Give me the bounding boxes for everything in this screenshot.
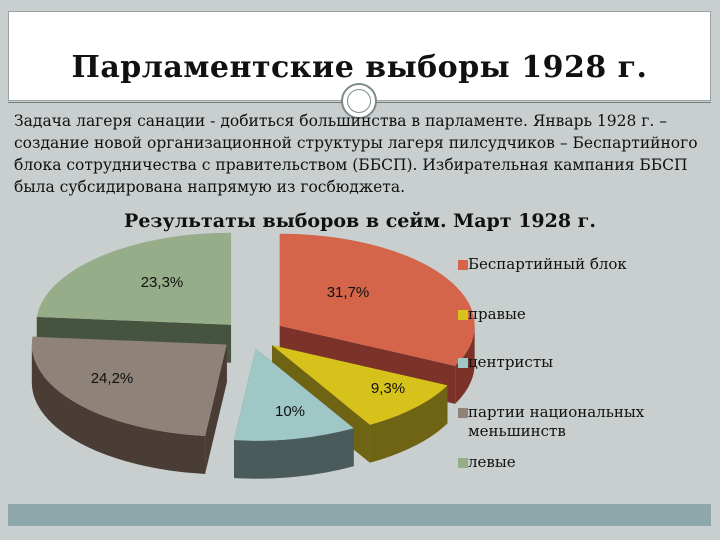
slice-2-outer-wall-0 <box>369 385 448 463</box>
legend-label: Беспартийный блок <box>468 255 627 273</box>
intro-paragraph: Задача лагеря санации - добиться большин… <box>14 112 698 196</box>
slice-3-outer-wall-0 <box>234 428 354 479</box>
slice-3-top <box>234 348 354 441</box>
legend-label: центристы <box>468 353 554 371</box>
slice-4-outer-wall-0 <box>31 344 206 474</box>
legend-swatch <box>458 458 468 468</box>
slice-5-top <box>36 232 232 325</box>
legend-item-4: партии национальных меньшинств <box>458 403 708 441</box>
legend-label: правые <box>468 305 526 323</box>
data-label-4: 24,2% <box>91 370 134 387</box>
legend-swatch <box>458 408 468 418</box>
legend-swatch <box>458 358 468 368</box>
medallion-ornament <box>341 83 377 119</box>
slice-1-top <box>279 233 475 366</box>
slide-title: Парламентские выборы 1928 г. <box>71 50 648 85</box>
legend-label: левые <box>468 453 516 471</box>
medallion-inner-ring <box>347 89 371 113</box>
slice-2-top <box>271 345 448 425</box>
legend-label: партии национальных меньшинств <box>468 403 645 440</box>
footer-band <box>8 504 711 526</box>
legend-item-5: левые <box>458 453 708 472</box>
data-label-5: 23,3% <box>141 274 184 291</box>
data-label-2: 9,3% <box>371 380 405 397</box>
data-label-3: 10% <box>275 403 305 420</box>
legend-swatch <box>458 260 468 270</box>
legend-swatch <box>458 310 468 320</box>
legend-item-2: правые <box>458 305 708 324</box>
legend-item-1: Беспартийный блок <box>458 255 708 274</box>
legend-item-3: центристы <box>458 353 708 372</box>
slice-4-top <box>31 336 227 436</box>
data-label-1: 31,7% <box>327 284 370 301</box>
pie-top-layer <box>31 232 475 441</box>
chart-subtitle: Результаты выборов в сейм. Март 1928 г. <box>124 210 596 232</box>
